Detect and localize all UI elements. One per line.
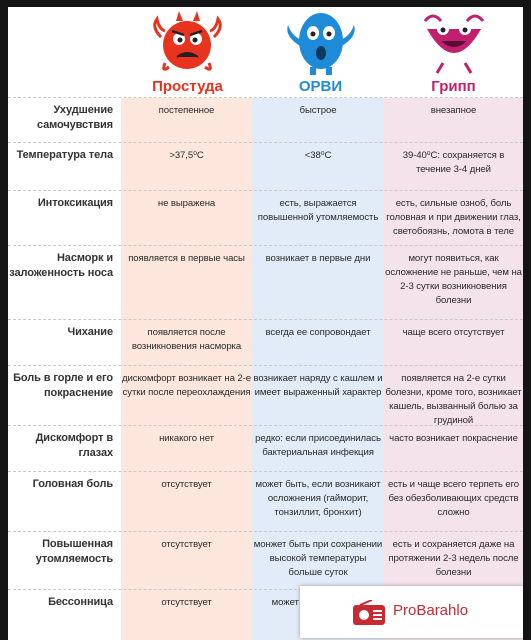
cell-cold: появляется после возникновения насморка [121,320,252,366]
column-title-cold: Простуда [152,78,223,95]
cell-cold: не выражена [121,191,252,246]
ad-label[interactable]: ProBarahlo [393,602,469,619]
angry-monster-icon [153,11,222,71]
row-label: Чихание [67,326,113,338]
cell-cold: отсутствует [121,472,252,532]
row-label: Температура тела [16,149,114,161]
cell-arvi: быстрое [252,98,384,143]
cell-cold: отсутствует [121,532,252,590]
row-label: Насморк и заложенность носа [9,252,113,279]
cell-flu: 39-40⁰С: сохраняется в течение 3-4 дней [384,143,523,191]
column-header-arvi: ОРВИ [254,7,387,107]
scared-monster-icon [287,13,355,75]
column-header-flu: Грипп [387,7,520,107]
cell-cold: появляется в первые часы [121,246,252,320]
cell-arvi: всегда ее сопровондает [252,320,384,366]
cell-cold: никакого нет [121,426,252,472]
cell-arvi: редко: если присоединилась бактериальная… [252,426,384,472]
table-header: Простуда ОРВИ Грипп [8,7,523,107]
cell-cold: дискомфорт возникает на 2-е сутки после … [121,366,252,426]
cell-flu: чаще всего отсутствует [384,320,523,366]
row-label: Ухудшение самочувствия [36,104,113,131]
table-row: Повышенная утомляемость отсутствует монж… [8,531,523,590]
cell-flu: есть, сильные озноб, боль головная и при… [384,191,523,246]
table-row: Ухудшение самочувствия постепенное быстр… [8,97,523,143]
cell-flu: внезапное [384,98,523,143]
flu-monster-icon [423,14,485,74]
column-title-arvi: ОРВИ [298,78,343,95]
cell-arvi: возникает в первые дни [252,246,384,320]
column-header-cold: Простуда [121,7,254,107]
cell-arvi: возникает наряду с кашлем и имеет выраже… [252,366,384,426]
table-row: Боль в горле и его покраснение дискомфор… [8,365,523,426]
row-label: Интоксикация [37,197,113,209]
column-title-flu: Грипп [431,78,476,95]
cell-arvi: есть, выражается повышенной утомляемость [252,191,384,246]
row-label: Боль в горле и его покраснение [13,372,113,399]
table-row: Интоксикация не выражена есть, выражаетс… [8,190,523,246]
table-row: Дискомфорт в глазах никакого нет редко: … [8,425,523,472]
row-label: Дискомфорт в глазах [35,432,114,459]
cell-flu: часто возникает покраснение [384,426,523,472]
radio-icon [353,600,385,625]
cell-arvi: <38⁰С [252,143,384,191]
cell-cold: >37,5⁰С [121,143,252,191]
cell-flu: есть и сохраняется даже на протяжении 2-… [384,532,523,590]
row-label: Головная боль [32,478,113,490]
row-label: Повышенная утомляемость [35,538,113,565]
table-row: Температура тела >37,5⁰С <38⁰С 39-40⁰С: … [8,142,523,191]
cell-arvi: может быть, если возникают осложнения (г… [252,472,384,532]
cell-flu: есть и чаще всего терпеть его без обезбо… [384,472,523,532]
table-row: Головная боль отсутствует может быть, ес… [8,471,523,532]
cell-flu: могут появиться, как осложнение не раньш… [384,246,523,320]
row-label: Бессонница [48,596,113,608]
cell-arvi: монжет быть при сохранении высокой темпе… [252,532,384,590]
cell-cold: постепенное [121,98,252,143]
ad-banner[interactable]: ProBarahlo [300,586,523,638]
table-row: Насморк и заложенность носа появляется в… [8,245,523,320]
cell-cold: отсутствует [121,590,252,640]
table-row: Чихание появляется после возникновения н… [8,319,523,366]
comparison-table: Простуда ОРВИ Грипп [8,7,523,640]
cell-flu: появляется на 2-е сутки болезни, кроме т… [384,366,523,426]
